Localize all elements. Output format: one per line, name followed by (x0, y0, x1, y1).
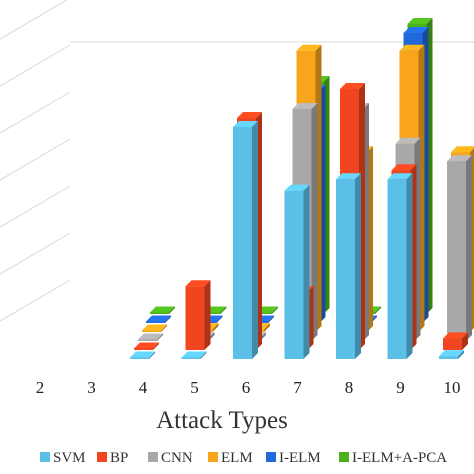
legend-label: BP (110, 450, 128, 466)
legend-label: ELM (221, 450, 253, 466)
legend-item: BP (97, 450, 128, 466)
x-tick-label: 6 (242, 378, 251, 397)
legend-swatch (40, 452, 50, 462)
bar-svm-6 (336, 173, 361, 359)
bar-i-elm-a-pca-2 (150, 306, 175, 314)
x-axis-title: Attack Types (156, 407, 288, 434)
bar-elm-2 (142, 324, 167, 332)
legend-item: SVM (40, 450, 86, 466)
x-tick-label: 10 (444, 378, 461, 397)
legend-label: I-ELM (279, 450, 321, 466)
gridline (0, 279, 71, 322)
bar-svm-8 (439, 350, 464, 359)
bars (130, 18, 474, 359)
legend-item: CNN (148, 450, 193, 466)
legend-item: I-ELM (266, 450, 321, 466)
bar-cnn-2 (138, 333, 163, 341)
bar-bp-3 (185, 280, 211, 350)
bar-i-elm-2 (146, 315, 171, 323)
bar-svm-2 (130, 351, 155, 359)
x-tick-label: 7 (293, 378, 302, 397)
legend-swatch (97, 452, 107, 462)
bar-cnn-8 (447, 155, 472, 341)
x-tick-labels: 2 3 4 5 6 7 8 9 10 (36, 378, 461, 397)
legend-swatch (266, 452, 276, 462)
gridline (0, 138, 71, 181)
bar-svm-7 (387, 173, 413, 359)
legend-swatch (208, 452, 218, 462)
bar-svm-3 (181, 351, 207, 359)
x-tick-label: 9 (396, 378, 405, 397)
bar-bp-8 (443, 332, 468, 350)
bar-svm-4 (233, 121, 258, 359)
x-tick-label: 8 (345, 378, 354, 397)
x-tick-label: 4 (139, 378, 148, 397)
gridline (0, 91, 71, 134)
gridline (0, 44, 71, 87)
gridline (0, 232, 71, 275)
gridline (0, 185, 71, 228)
legend: SVM BP CNN ELM I-ELM I-ELM+A-PCA (40, 450, 447, 466)
legend-label: I-ELM+A-PCA (352, 450, 447, 466)
gridline (0, 0, 68, 40)
bar-bp-2 (134, 342, 159, 350)
legend-swatch (148, 452, 158, 462)
legend-swatch (339, 452, 349, 462)
bar-svm-5 (284, 184, 310, 359)
x-tick-label: 5 (190, 378, 199, 397)
legend-item: I-ELM+A-PCA (339, 450, 447, 466)
x-tick-label: 2 (36, 378, 45, 397)
x-tick-label: 3 (87, 378, 96, 397)
legend-label: SVM (53, 450, 86, 466)
legend-label: CNN (161, 450, 193, 466)
legend-item: ELM (208, 450, 253, 466)
